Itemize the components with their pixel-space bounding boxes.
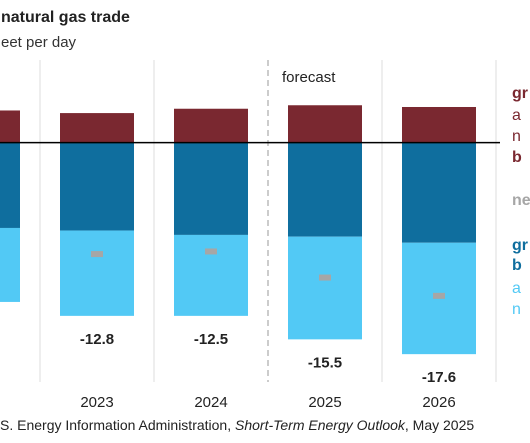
bar-segment [174,142,248,235]
value-label: -12.5 [194,331,228,348]
bar-segment [174,234,248,316]
net-marker [433,292,445,299]
legend-text: gr [512,85,528,102]
bar-segment [60,113,134,143]
bar-segment [174,108,248,143]
source-part: S. Energy Information Administration, [0,417,235,433]
legend-text: a [512,280,521,297]
x-tick-label: 2025 [308,394,341,411]
bar-segment [0,142,20,228]
bar-segment [60,142,134,231]
value-label: -17.6 [422,369,456,386]
bar-segment [60,230,134,316]
bar-segment [288,142,362,237]
bar-segment [402,106,476,143]
legend-text: gr [512,237,528,254]
source-part: , May 2025 [405,417,474,433]
legend-text: b [512,149,522,166]
bar-segment [288,236,362,340]
net-marker [319,274,331,281]
legend-text: a [512,107,521,124]
legend-text: b [512,257,522,274]
legend-text: n [512,301,521,318]
chart-subtitle: eet per day [1,34,77,51]
net-marker [91,251,103,258]
bar-segment [288,105,362,143]
source-note: S. Energy Information Administration, Sh… [0,417,474,433]
x-tick-label: 2026 [422,394,455,411]
legend-text: ne [512,192,530,209]
source-part: Short-Term Energy Outlook [235,417,406,433]
forecast-label: forecast [282,69,336,86]
x-tick-label: 2023 [80,394,113,411]
value-label: -12.8 [80,331,114,348]
chart-title: natural gas trade [1,9,130,26]
net-marker [205,248,217,255]
value-label: -15.5 [308,354,342,371]
x-tick-label: 2024 [194,394,227,411]
bar-segment [0,110,20,143]
bar-segment [402,142,476,243]
legend-text: n [512,128,521,145]
bar-segment [0,227,20,302]
